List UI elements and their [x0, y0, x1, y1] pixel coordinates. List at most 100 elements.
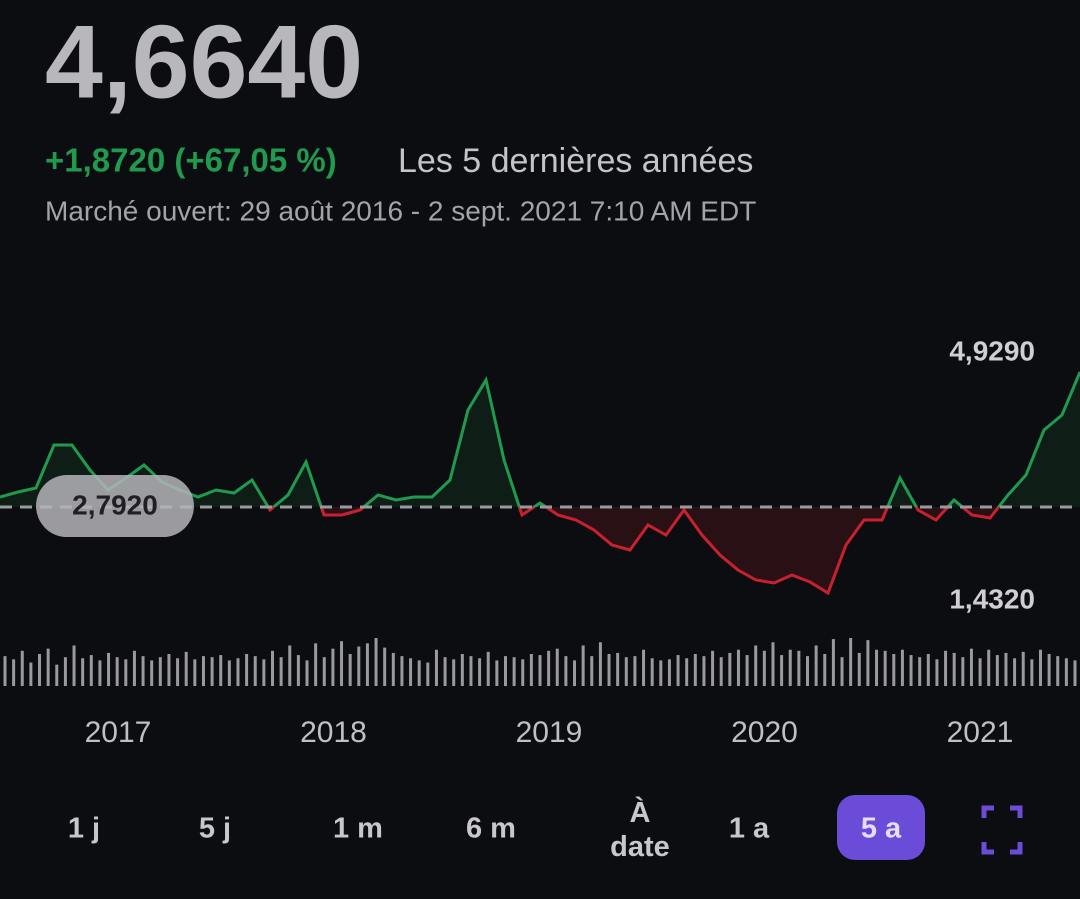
volume-bar — [443, 657, 447, 686]
chart: 2,7920 4,9290 1,4320 2017 2018 2019 2020 2021 — [0, 335, 1080, 749]
volume-bar — [918, 657, 922, 686]
volume-bar — [98, 660, 102, 686]
volume-bar — [452, 659, 456, 686]
volume-bar — [555, 648, 559, 686]
volume-bar — [892, 654, 896, 686]
volume-bar — [719, 657, 723, 686]
price: 4,6640 — [45, 4, 363, 120]
volume-bar — [685, 658, 689, 686]
volume-bar — [63, 657, 67, 686]
volume-bar — [1038, 649, 1042, 686]
change: +1,8720 (+67,05 %) — [45, 142, 337, 179]
volume-bar — [365, 643, 369, 686]
volume-bar — [1073, 660, 1077, 686]
volume-bar — [762, 650, 766, 686]
volume-bar — [124, 659, 128, 686]
volume-bar — [952, 652, 956, 686]
volume-bar — [521, 659, 525, 686]
volume-bar — [400, 656, 404, 686]
volume-bar — [728, 652, 732, 686]
volume-bar — [348, 654, 352, 686]
volume-bar — [512, 657, 516, 686]
volume-bar — [331, 648, 335, 686]
volume-bar — [642, 649, 646, 686]
volume-bar — [426, 662, 430, 686]
volume-bar — [780, 655, 784, 686]
volume-bar — [357, 646, 361, 686]
volume-bar — [667, 659, 671, 686]
volume-bar — [107, 652, 111, 686]
subtitle: Marché ouvert: 29 août 2016 - 2 sept. 20… — [45, 195, 756, 226]
volume-bar — [383, 647, 387, 686]
volume-bar — [89, 655, 93, 686]
volume-bar — [210, 657, 214, 686]
volume-bar — [806, 656, 809, 686]
volume-bar — [676, 655, 680, 686]
range-button[interactable]: 5 j — [199, 813, 231, 845]
volume-bar — [823, 654, 827, 686]
volume-bar — [736, 649, 740, 686]
volume-bar — [564, 656, 568, 686]
volume-bar — [340, 641, 344, 686]
volume-bar — [72, 645, 76, 686]
volume-bar — [857, 652, 861, 686]
volume-bar — [831, 639, 835, 686]
volume-bar — [391, 652, 395, 686]
volume-bar — [176, 658, 180, 686]
volume-bar — [590, 656, 594, 686]
volume-bar — [840, 657, 844, 686]
volume-bar — [374, 638, 378, 686]
volume-bar — [745, 655, 749, 686]
volume-bar — [581, 645, 585, 686]
volume-bar — [253, 656, 257, 686]
volume-bar — [3, 656, 7, 686]
volume-bar — [38, 654, 42, 686]
range-button[interactable]: 1 j — [68, 813, 100, 845]
volume-bar — [150, 660, 154, 686]
volume-bar — [46, 648, 50, 686]
x-tick-label: 2021 — [947, 716, 1014, 749]
range-button[interactable]: 6 m — [466, 813, 516, 845]
volume-bar — [849, 638, 853, 686]
volume-bar — [158, 657, 162, 686]
volume-bar — [55, 664, 59, 686]
volume-bar — [754, 645, 758, 686]
volume-bar — [12, 659, 16, 686]
range-button[interactable]: 1 m — [333, 813, 383, 845]
volume-bar — [797, 650, 801, 686]
volume-bar — [814, 645, 818, 686]
range-button[interactable]: 5 a — [861, 813, 902, 845]
volume-bar — [961, 657, 965, 686]
range-button[interactable]: 1 a — [729, 813, 770, 845]
volume-bar — [29, 662, 33, 686]
volume-bar — [495, 660, 499, 686]
volume-bar — [607, 654, 611, 686]
volume-bar — [598, 642, 602, 686]
volume-bar — [271, 650, 274, 686]
volume-bar — [288, 645, 292, 686]
volume-bar — [944, 650, 948, 686]
volume-bar — [279, 657, 283, 686]
volume-bar — [1004, 652, 1008, 686]
volume-bar — [529, 654, 533, 686]
volume-bar — [236, 658, 240, 686]
range-button-selected[interactable] — [837, 795, 925, 860]
period: Les 5 dernières années — [398, 142, 753, 180]
volume-bar — [659, 660, 663, 686]
area-down — [268, 507, 999, 593]
volume-bar — [909, 655, 913, 686]
volume-bar — [624, 657, 628, 686]
volume-bar — [969, 648, 973, 686]
volume-bar — [409, 658, 413, 686]
volume-bar — [296, 655, 300, 686]
volume-bar — [193, 659, 197, 686]
fullscreen-icon[interactable] — [981, 805, 1023, 855]
volume-bar — [132, 650, 136, 686]
volume-bar — [201, 656, 205, 686]
volume-bar — [478, 658, 482, 686]
volume-bar — [616, 652, 620, 686]
x-tick-label: 2020 — [731, 716, 798, 749]
